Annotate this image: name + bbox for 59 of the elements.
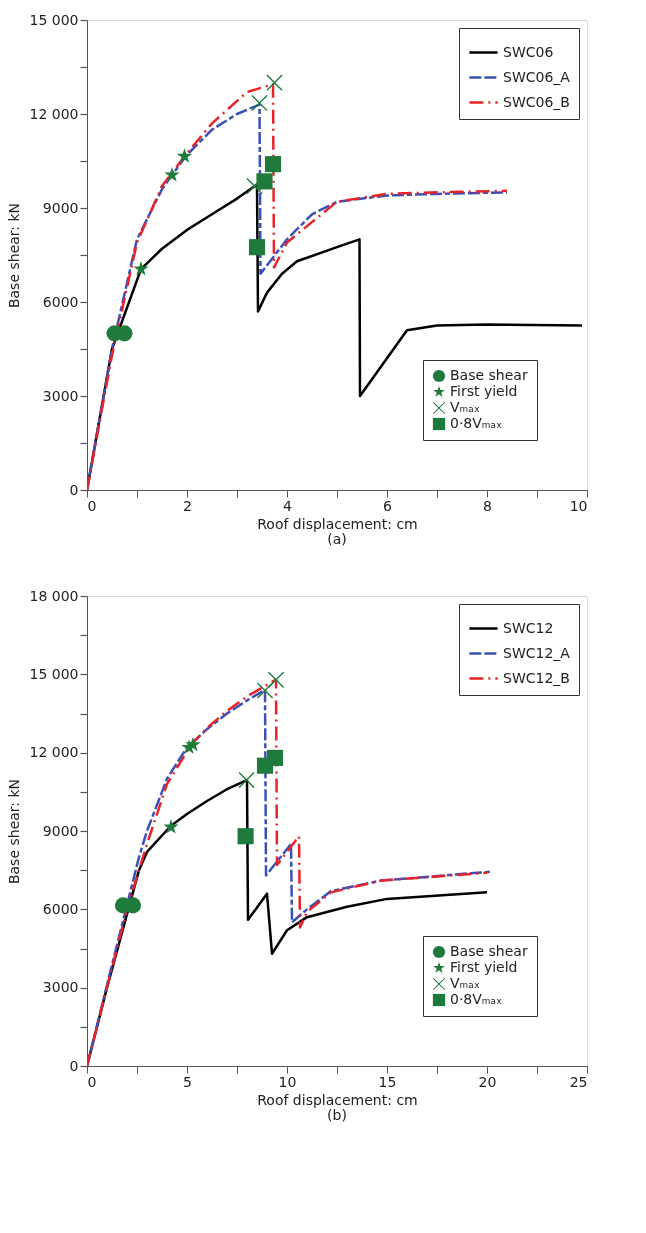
- point: [238, 772, 255, 789]
- y-tick-label: 9000: [42, 822, 79, 839]
- y-tick-label: 18 000: [29, 587, 79, 604]
- x-axis-title: Roof displacement: cm: [257, 1091, 418, 1108]
- legend-label: First yield: [450, 383, 518, 399]
- point: [248, 239, 266, 256]
- text: (a): [327, 531, 347, 547]
- legend-label: SWC06_A: [503, 68, 571, 85]
- point: [185, 736, 201, 752]
- x-tick-label: 8: [483, 497, 492, 514]
- legend-label: Vₘₐₓ: [450, 975, 480, 991]
- x-tick-label: 20: [478, 1073, 497, 1090]
- x-tick-label: 6: [383, 497, 393, 514]
- x-tick-label: 0: [87, 1073, 97, 1090]
- x-tick-label: 0: [87, 497, 97, 514]
- point: [251, 94, 268, 112]
- legend-label: SWC12_A: [503, 644, 571, 661]
- legend-label: 0·8Vₘₐₓ: [450, 991, 503, 1007]
- point: [133, 261, 149, 276]
- legend-label: SWC12: [503, 619, 554, 636]
- x-axis-title: Roof displacement: cm: [257, 515, 418, 532]
- y-tick-label: 6000: [42, 293, 79, 310]
- legend-label: Base shear: [450, 367, 528, 383]
- y-axis-title: Base shear: kN: [5, 202, 22, 309]
- point: [264, 156, 282, 173]
- y-tick-label: 15 000: [29, 11, 79, 28]
- point: [256, 173, 273, 190]
- x-tick-label: 2: [183, 497, 192, 514]
- x-tick-label: 5: [183, 1073, 192, 1090]
- point: [164, 167, 180, 182]
- y-tick-label: 6000: [42, 900, 79, 917]
- y-axis-title: Base shear: kN: [5, 778, 22, 885]
- y-tick-label: 9000: [42, 199, 79, 216]
- point: [163, 819, 179, 834]
- legend-label: Base shear: [450, 943, 528, 959]
- x-tick-label: 10: [278, 1073, 297, 1090]
- legend-label: SWC06: [503, 43, 554, 60]
- x-tick-label: 10: [569, 497, 588, 514]
- y-tick-label: 12 000: [29, 744, 79, 761]
- legend-label: Vₘₐₓ: [450, 399, 480, 415]
- legend-label: 0·8Vₘₐₓ: [450, 415, 503, 431]
- legend-label: SWC06_B: [503, 93, 570, 110]
- y-tick-label: 3000: [42, 979, 79, 996]
- point: [267, 671, 285, 688]
- y-tick-label: 3000: [42, 387, 79, 404]
- point: [266, 749, 284, 766]
- x-tick-label: 15: [378, 1073, 397, 1090]
- point: [237, 828, 254, 845]
- legend-label: First yield: [450, 959, 518, 975]
- point: [176, 148, 193, 163]
- y-tick-label: 0: [69, 481, 79, 498]
- y-tick-label: 0: [69, 1057, 79, 1074]
- y-tick-label: 12 000: [29, 105, 79, 122]
- y-tick-label: 15 000: [29, 665, 79, 682]
- text: (b): [327, 1107, 347, 1123]
- legend-label: SWC12_B: [503, 669, 570, 686]
- x-tick-label: 4: [283, 497, 293, 514]
- point: [266, 74, 283, 91]
- x-tick-label: 25: [569, 1073, 588, 1090]
